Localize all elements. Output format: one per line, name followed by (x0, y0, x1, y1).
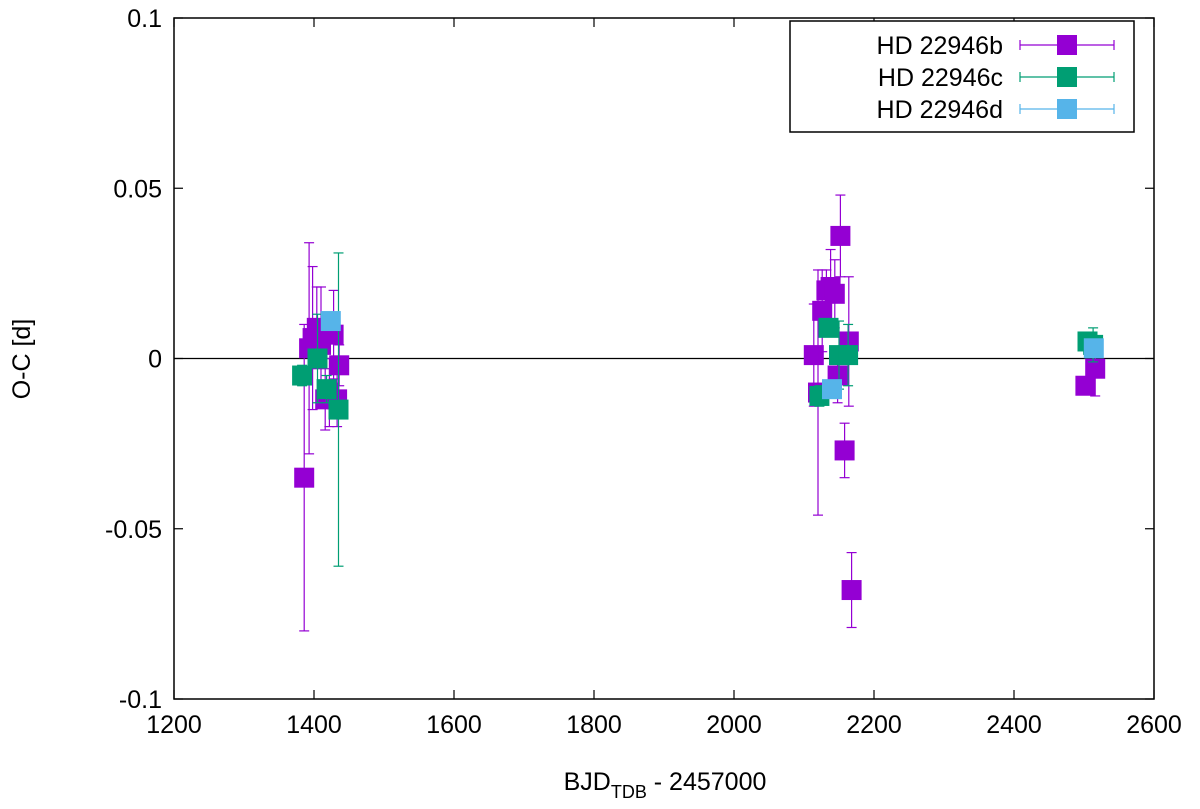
y-tick-label: 0.05 (113, 175, 162, 203)
data-point (824, 283, 845, 304)
y-tick-label: -0.05 (105, 516, 162, 544)
legend-label: HD 22946c (878, 64, 1003, 92)
data-point (830, 225, 851, 246)
x-tick-label: 1400 (286, 711, 342, 739)
y-axis-label: O-C [d] (8, 319, 36, 400)
data-point (803, 345, 824, 366)
x-tick-label: 1600 (426, 711, 482, 739)
x-axis-label-subscript: TDB (611, 782, 647, 802)
data-point (834, 440, 855, 461)
data-point (818, 317, 839, 338)
legend-marker (1057, 35, 1077, 55)
data-point (328, 399, 349, 420)
legend: HD 22946b HD 22946c HD 22946d (789, 20, 1135, 133)
data-point (838, 345, 859, 366)
legend-label: HD 22946b (877, 32, 1003, 60)
series-layer (292, 194, 1106, 632)
data-point (822, 379, 842, 400)
y-tick-label: 0 (148, 346, 162, 374)
x-tick-label: 2200 (846, 711, 902, 739)
data-point (316, 379, 337, 400)
x-axis-label: BJDTDB - 2457000 (564, 768, 767, 802)
x-tick-label: 1200 (146, 711, 202, 739)
data-point (320, 311, 341, 332)
x-tick-label: 2000 (706, 711, 762, 739)
ticks-layer (173, 17, 1155, 700)
x-tick-label: 2600 (1126, 711, 1182, 739)
y-tick-label: 0.1 (127, 5, 162, 33)
x-tick-label: 2400 (986, 711, 1042, 739)
data-point (1085, 358, 1106, 379)
data-point (294, 467, 315, 488)
data-point (329, 355, 350, 376)
series-1 (294, 194, 1106, 632)
tick-labels-layer: 1200 1400 1600 1800 2000 2200 2400 2600 -0.1 -0.0… (105, 5, 1182, 739)
data-point (841, 580, 862, 601)
series-3 (320, 311, 1104, 400)
y-tick-label: -0.1 (119, 686, 162, 714)
series-2 (292, 252, 1104, 567)
data-point (307, 348, 328, 369)
data-point (292, 365, 313, 386)
legend-marker (1057, 67, 1077, 87)
legend-label: HD 22946d (877, 96, 1003, 124)
x-axis-label-main: BJD (564, 768, 611, 796)
x-tick-label: 1800 (566, 711, 622, 739)
x-axis-label-rest: - 2457000 (647, 768, 767, 796)
data-point (1083, 338, 1104, 359)
data-point (1075, 375, 1096, 396)
legend-marker (1057, 99, 1077, 119)
